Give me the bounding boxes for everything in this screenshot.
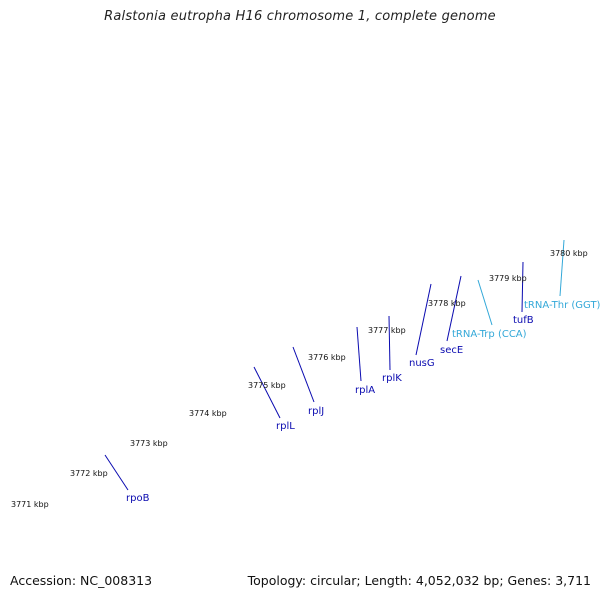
kbp-label-3773: 3773 kbp [130, 439, 168, 448]
trna-label-trp: tRNA-Trp (CCA) [452, 329, 527, 340]
kbp-label-3780: 3780 kbp [550, 249, 588, 258]
gene-label-rplk: rplK [382, 373, 402, 384]
gene-label-rplj: rplJ [308, 406, 324, 417]
label-leaders [104, 239, 565, 491]
accession-text: Accession: NC_008313 [10, 573, 153, 588]
leader-trp [477, 279, 493, 326]
kbp-label-3779: 3779 kbp [489, 274, 527, 283]
trna-label-thr: tRNA-Thr (GGT) [524, 300, 600, 311]
gene-label-rpll: rplL [276, 421, 295, 432]
kbp-label-3775: 3775 kbp [248, 381, 286, 390]
gene-label-rpla: rplA [355, 385, 375, 396]
leader-rplk [388, 315, 391, 371]
leader-nusg [415, 283, 432, 356]
leader-thr [559, 239, 565, 297]
leader-rpla [356, 326, 362, 382]
kbp-label-3774: 3774 kbp [189, 409, 227, 418]
gene-label-rpob: rpoB [126, 493, 150, 504]
kbp-label-3771: 3771 kbp [11, 500, 49, 509]
leader-rplj [292, 346, 315, 403]
leader-sece [446, 275, 462, 342]
gene-label-nusg: nusG [409, 358, 435, 369]
kbp-label-3776: 3776 kbp [308, 353, 346, 362]
leader-tufb [521, 261, 524, 313]
map-title: Ralstonia eutropha H16 chromosome 1, com… [104, 9, 496, 24]
leader-rpob [104, 454, 129, 491]
gene-label-tufb: tufB [513, 315, 534, 326]
kbp-label-3772: 3772 kbp [70, 469, 108, 478]
leader-rpll [253, 366, 281, 419]
gene-label-sece: secE [440, 345, 463, 356]
kbp-label-3777: 3777 kbp [368, 326, 406, 335]
genome-summary-text: Topology: circular; Length: 4,052,032 bp… [247, 573, 591, 588]
kbp-label-3778: 3778 kbp [428, 299, 466, 308]
